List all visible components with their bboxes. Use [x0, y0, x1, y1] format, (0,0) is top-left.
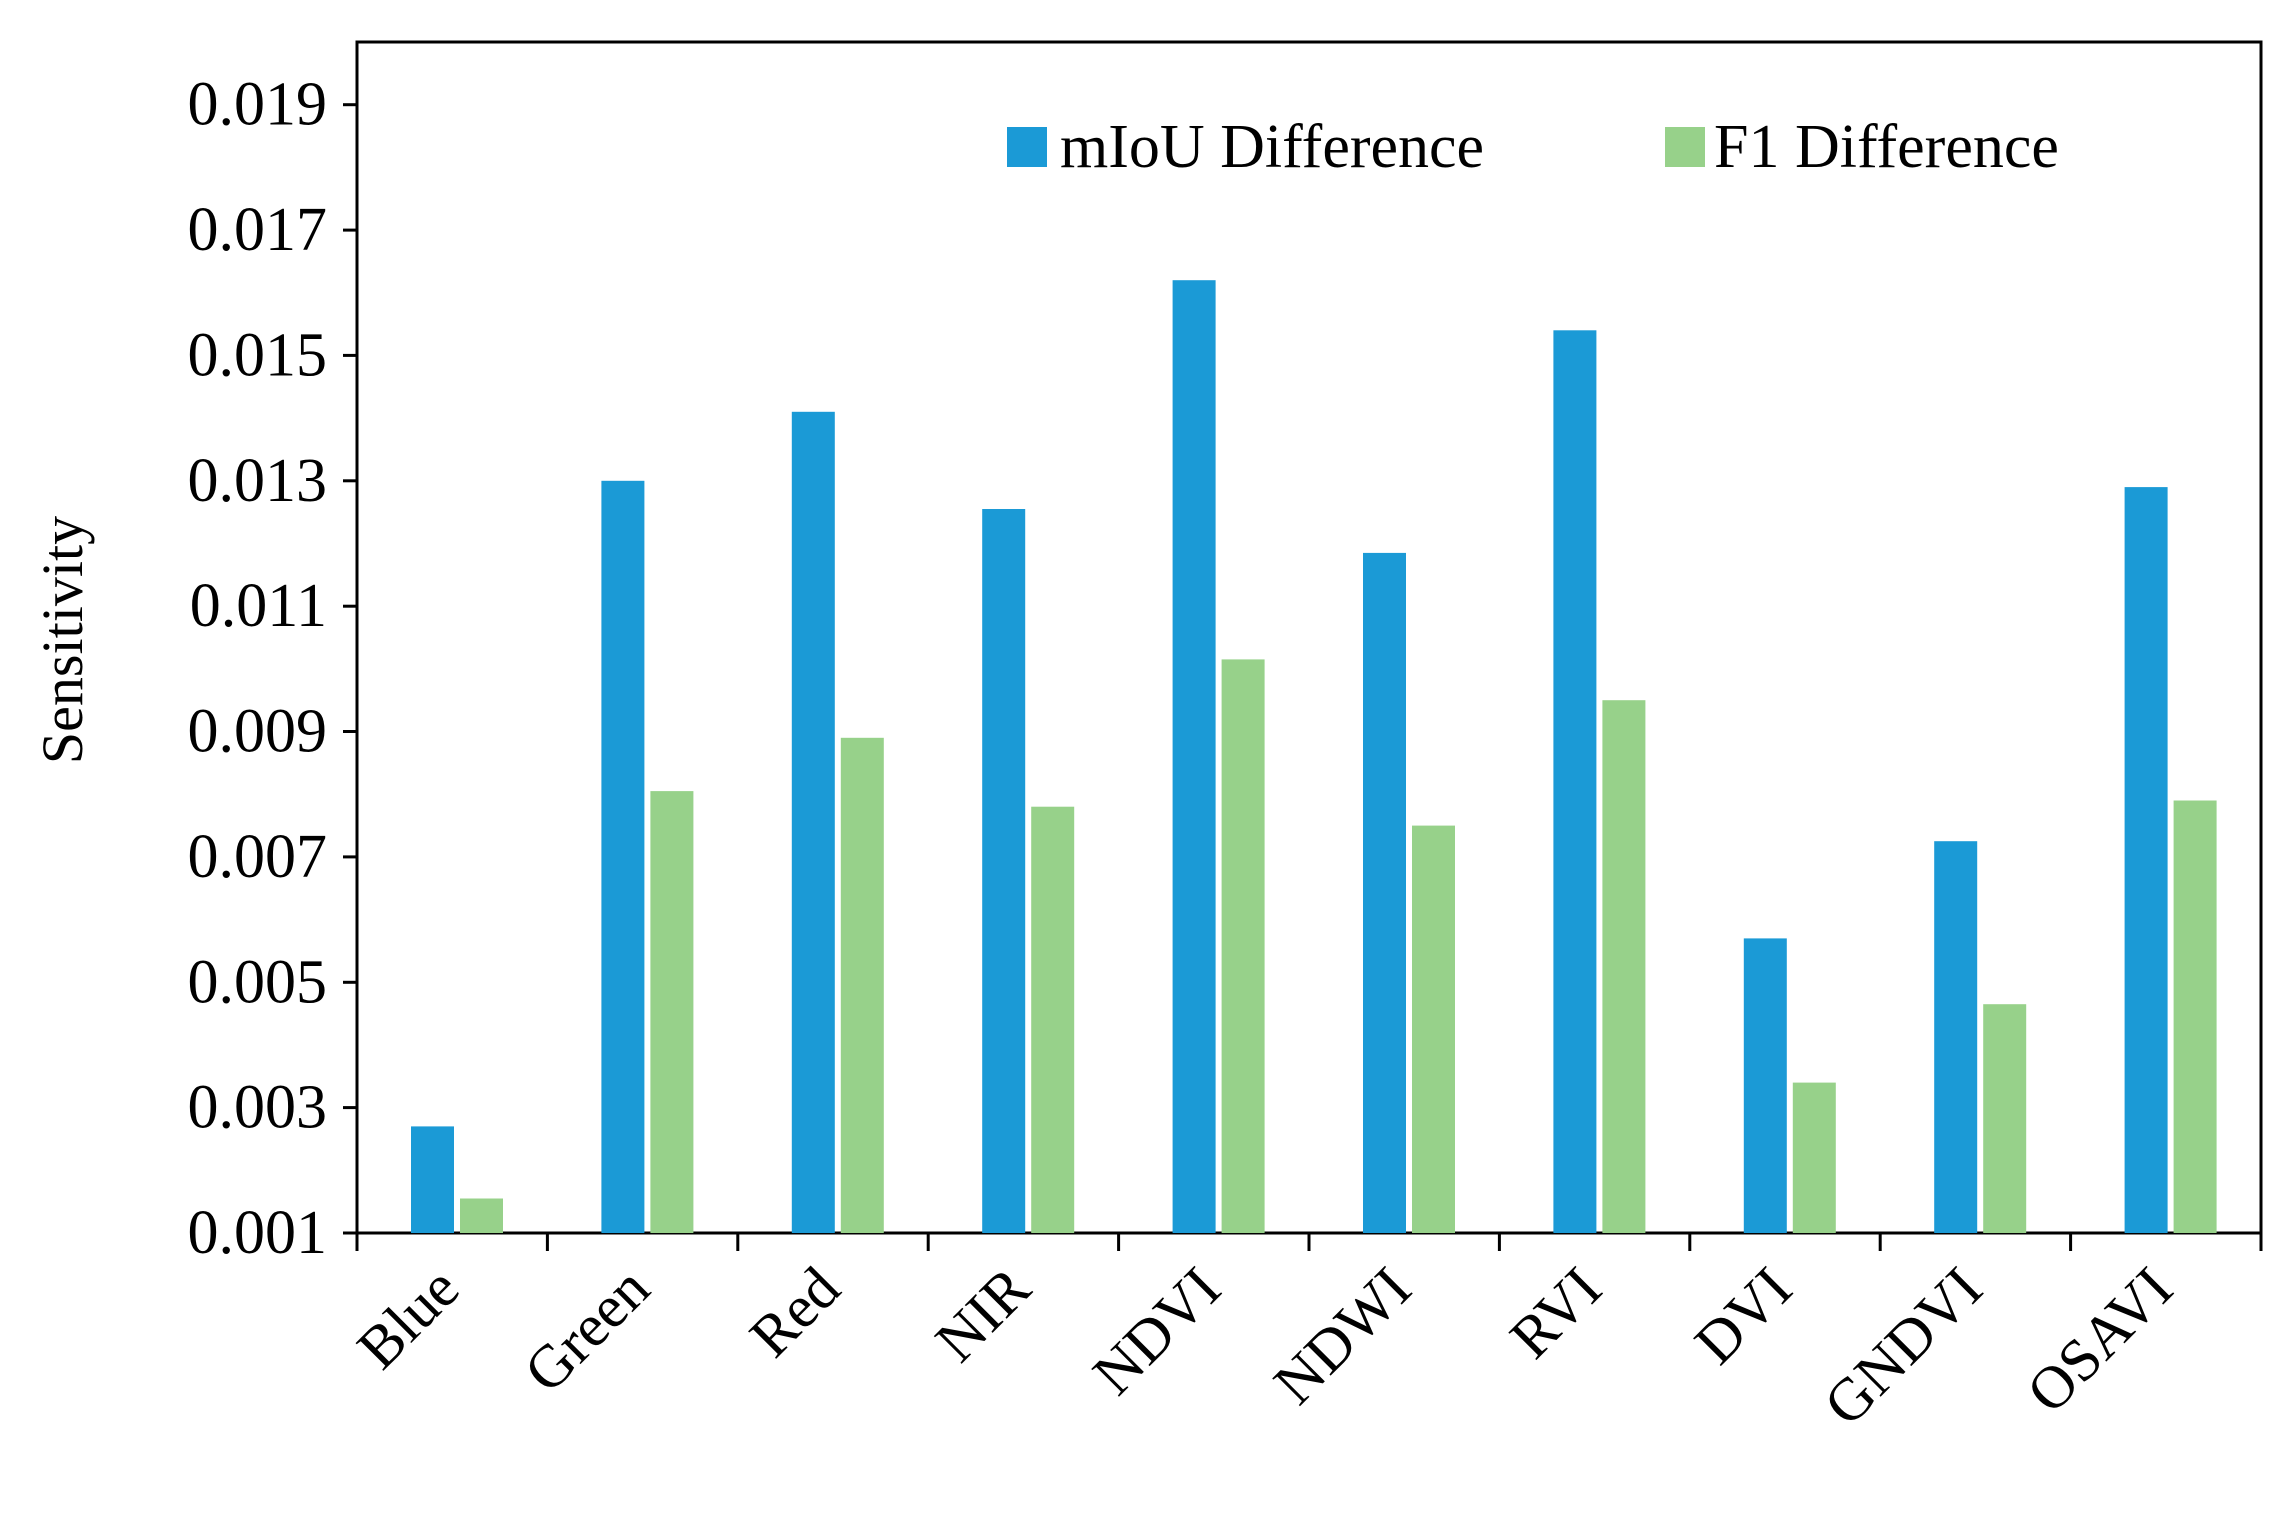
x-tick-label-dvi: DVI [1682, 1255, 1804, 1377]
bar-miou-red [791, 411, 835, 1233]
legend-swatch-f1 [1665, 127, 1705, 167]
y-tick-label: 0.001 [188, 1199, 328, 1267]
bar-miou-gndvi [1934, 841, 1978, 1233]
x-tick-label-ndvi: NDVI [1080, 1255, 1233, 1408]
y-tick-label: 0.017 [188, 196, 328, 264]
legend: mIoU Difference F1 Difference [1007, 113, 2059, 181]
bar-miou-ndvi [1172, 280, 1216, 1233]
bar-miou-blue [411, 1126, 454, 1233]
x-tick-label-blue: Blue [345, 1255, 472, 1382]
x-tick-label-osavi: OSAVI [2014, 1255, 2185, 1426]
x-axis: Blue Green Red NIR NDVI NDWI RVI DVI GNDVI OSAVI [345, 1233, 2263, 1438]
bar-miou-green [601, 480, 645, 1233]
bar-f1-rvi [1602, 700, 1646, 1233]
x-tick-label-rvi: RVI [1497, 1255, 1613, 1371]
y-tick-label: 0.011 [190, 572, 327, 640]
x-tick-label-green: Green [511, 1255, 661, 1405]
bar-f1-osavi [2173, 800, 2217, 1233]
x-tick-label-ndwi: NDWI [1261, 1255, 1423, 1417]
y-tick-label: 0.005 [188, 948, 328, 1016]
x-tick-label-gndvi: GNDVI [1811, 1255, 1994, 1438]
bar-f1-red [840, 737, 884, 1233]
y-tick-label: 0.019 [188, 71, 328, 139]
bar-miou-dvi [1743, 938, 1787, 1233]
bar-miou-rvi [1553, 330, 1597, 1233]
x-tick-label-nir: NIR [923, 1255, 1043, 1375]
bar-miou-osavi [2124, 487, 2168, 1234]
bar-miou-ndwi [1363, 552, 1406, 1233]
y-axis: 0.001 0.003 0.005 0.007 0.009 0.011 0.013 0.015… [188, 71, 357, 1267]
bar-f1-dvi [1792, 1082, 1836, 1233]
bars-group [411, 280, 2217, 1234]
bar-f1-green [650, 791, 694, 1233]
y-tick-label: 0.015 [188, 321, 328, 389]
bar-f1-blue [460, 1198, 503, 1233]
bar-f1-ndwi [1412, 825, 1455, 1233]
x-tick-label-red: Red [737, 1255, 852, 1370]
y-axis-label: Sensitivity [30, 516, 95, 764]
y-tick-label: 0.009 [188, 698, 328, 766]
bar-f1-ndvi [1221, 659, 1265, 1233]
legend-label-f1: F1 Difference [1714, 113, 2059, 181]
legend-swatch-miou [1007, 127, 1047, 167]
bar-f1-nir [1031, 806, 1075, 1233]
y-tick-label: 0.003 [188, 1074, 328, 1142]
y-tick-label: 0.007 [188, 823, 328, 891]
bar-f1-gndvi [1983, 1004, 2027, 1233]
y-tick-label: 0.013 [188, 447, 328, 515]
legend-label-miou: mIoU Difference [1060, 113, 1484, 181]
bar-miou-nir [982, 509, 1026, 1233]
